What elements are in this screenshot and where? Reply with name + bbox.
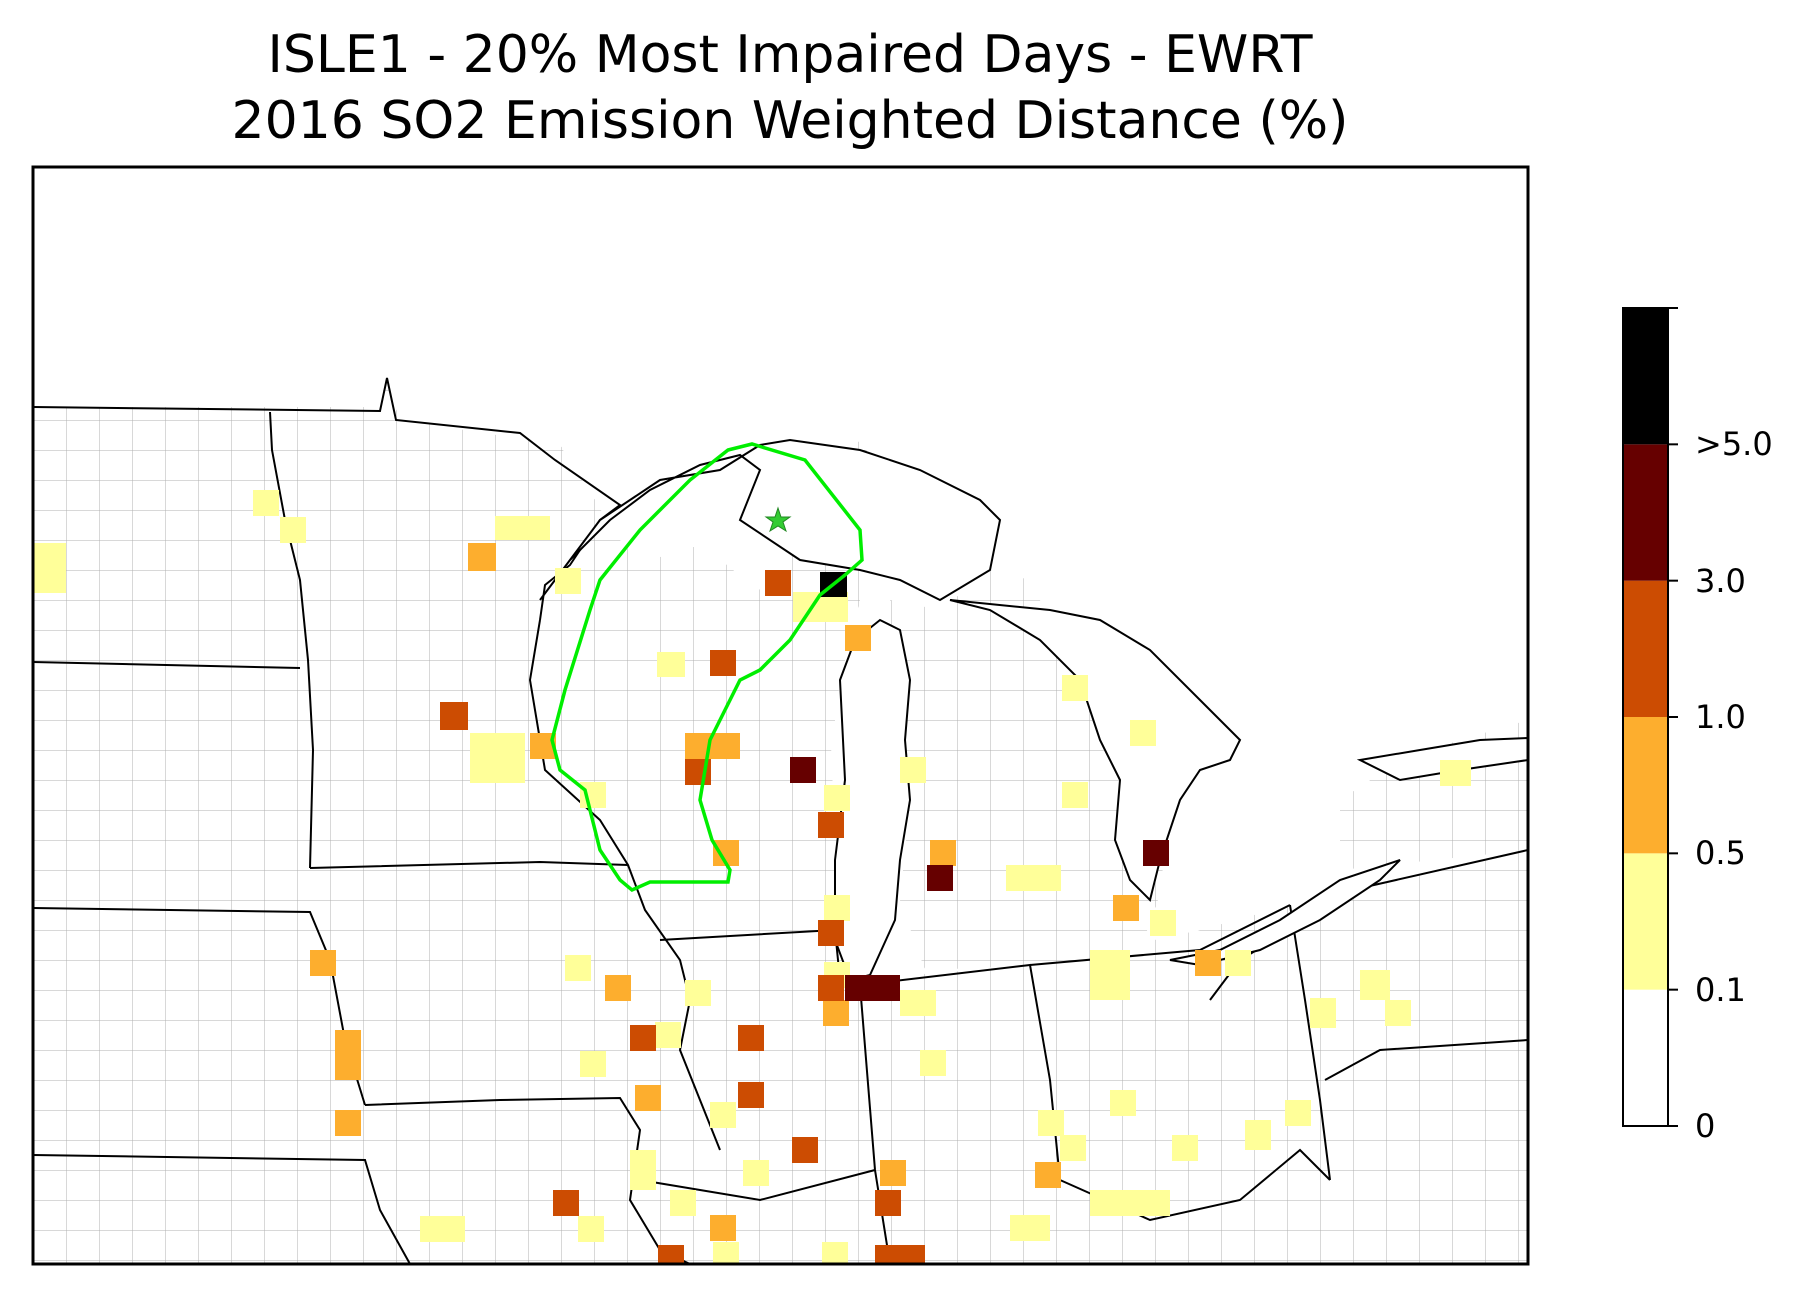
colorbar-bin: [1623, 989, 1668, 1126]
star-icon: [764, 506, 792, 533]
title-line-2: 2016 SO2 Emission Weighted Distance (%): [231, 91, 1349, 151]
colorbar: [1622, 307, 1678, 1127]
colorbar-tick-label: 1.0: [1695, 698, 1746, 736]
emission-cells: [33, 490, 1471, 1264]
cells-0.1-0.5: [33, 490, 1471, 1264]
trajectory-contour: [550, 442, 864, 893]
lake-michigan: [834, 618, 912, 982]
colorbar-bin: [1623, 580, 1668, 717]
colorbar-tick-label: 0.5: [1695, 834, 1746, 873]
colorbar-bin: [1623, 444, 1668, 581]
colorbar-bin: [1623, 717, 1668, 854]
lake-ontario: [1356, 736, 1528, 782]
county-boundaries: [33, 380, 1528, 1264]
map-panel: [33, 167, 1528, 1264]
map-frame: [31, 165, 1530, 1266]
cells-3.0-5.0: [790, 757, 1169, 1001]
colorbar-bin: [1623, 308, 1668, 445]
title-line-1: ISLE1 - 20% Most Impaired Days - EWRT: [267, 25, 1313, 85]
colorbar-tick-label: 0.1: [1695, 970, 1746, 1009]
colorbar-tick-label: >5.0: [1695, 425, 1773, 464]
colorbar-tick-label: 0: [1695, 1107, 1716, 1145]
cells-1.0-3.0: [440, 570, 925, 1264]
cells-0.5-1.0: [310, 543, 1221, 1241]
colorbar-bin: [1623, 853, 1668, 990]
colorbar-tick-label: 3.0: [1695, 561, 1746, 600]
